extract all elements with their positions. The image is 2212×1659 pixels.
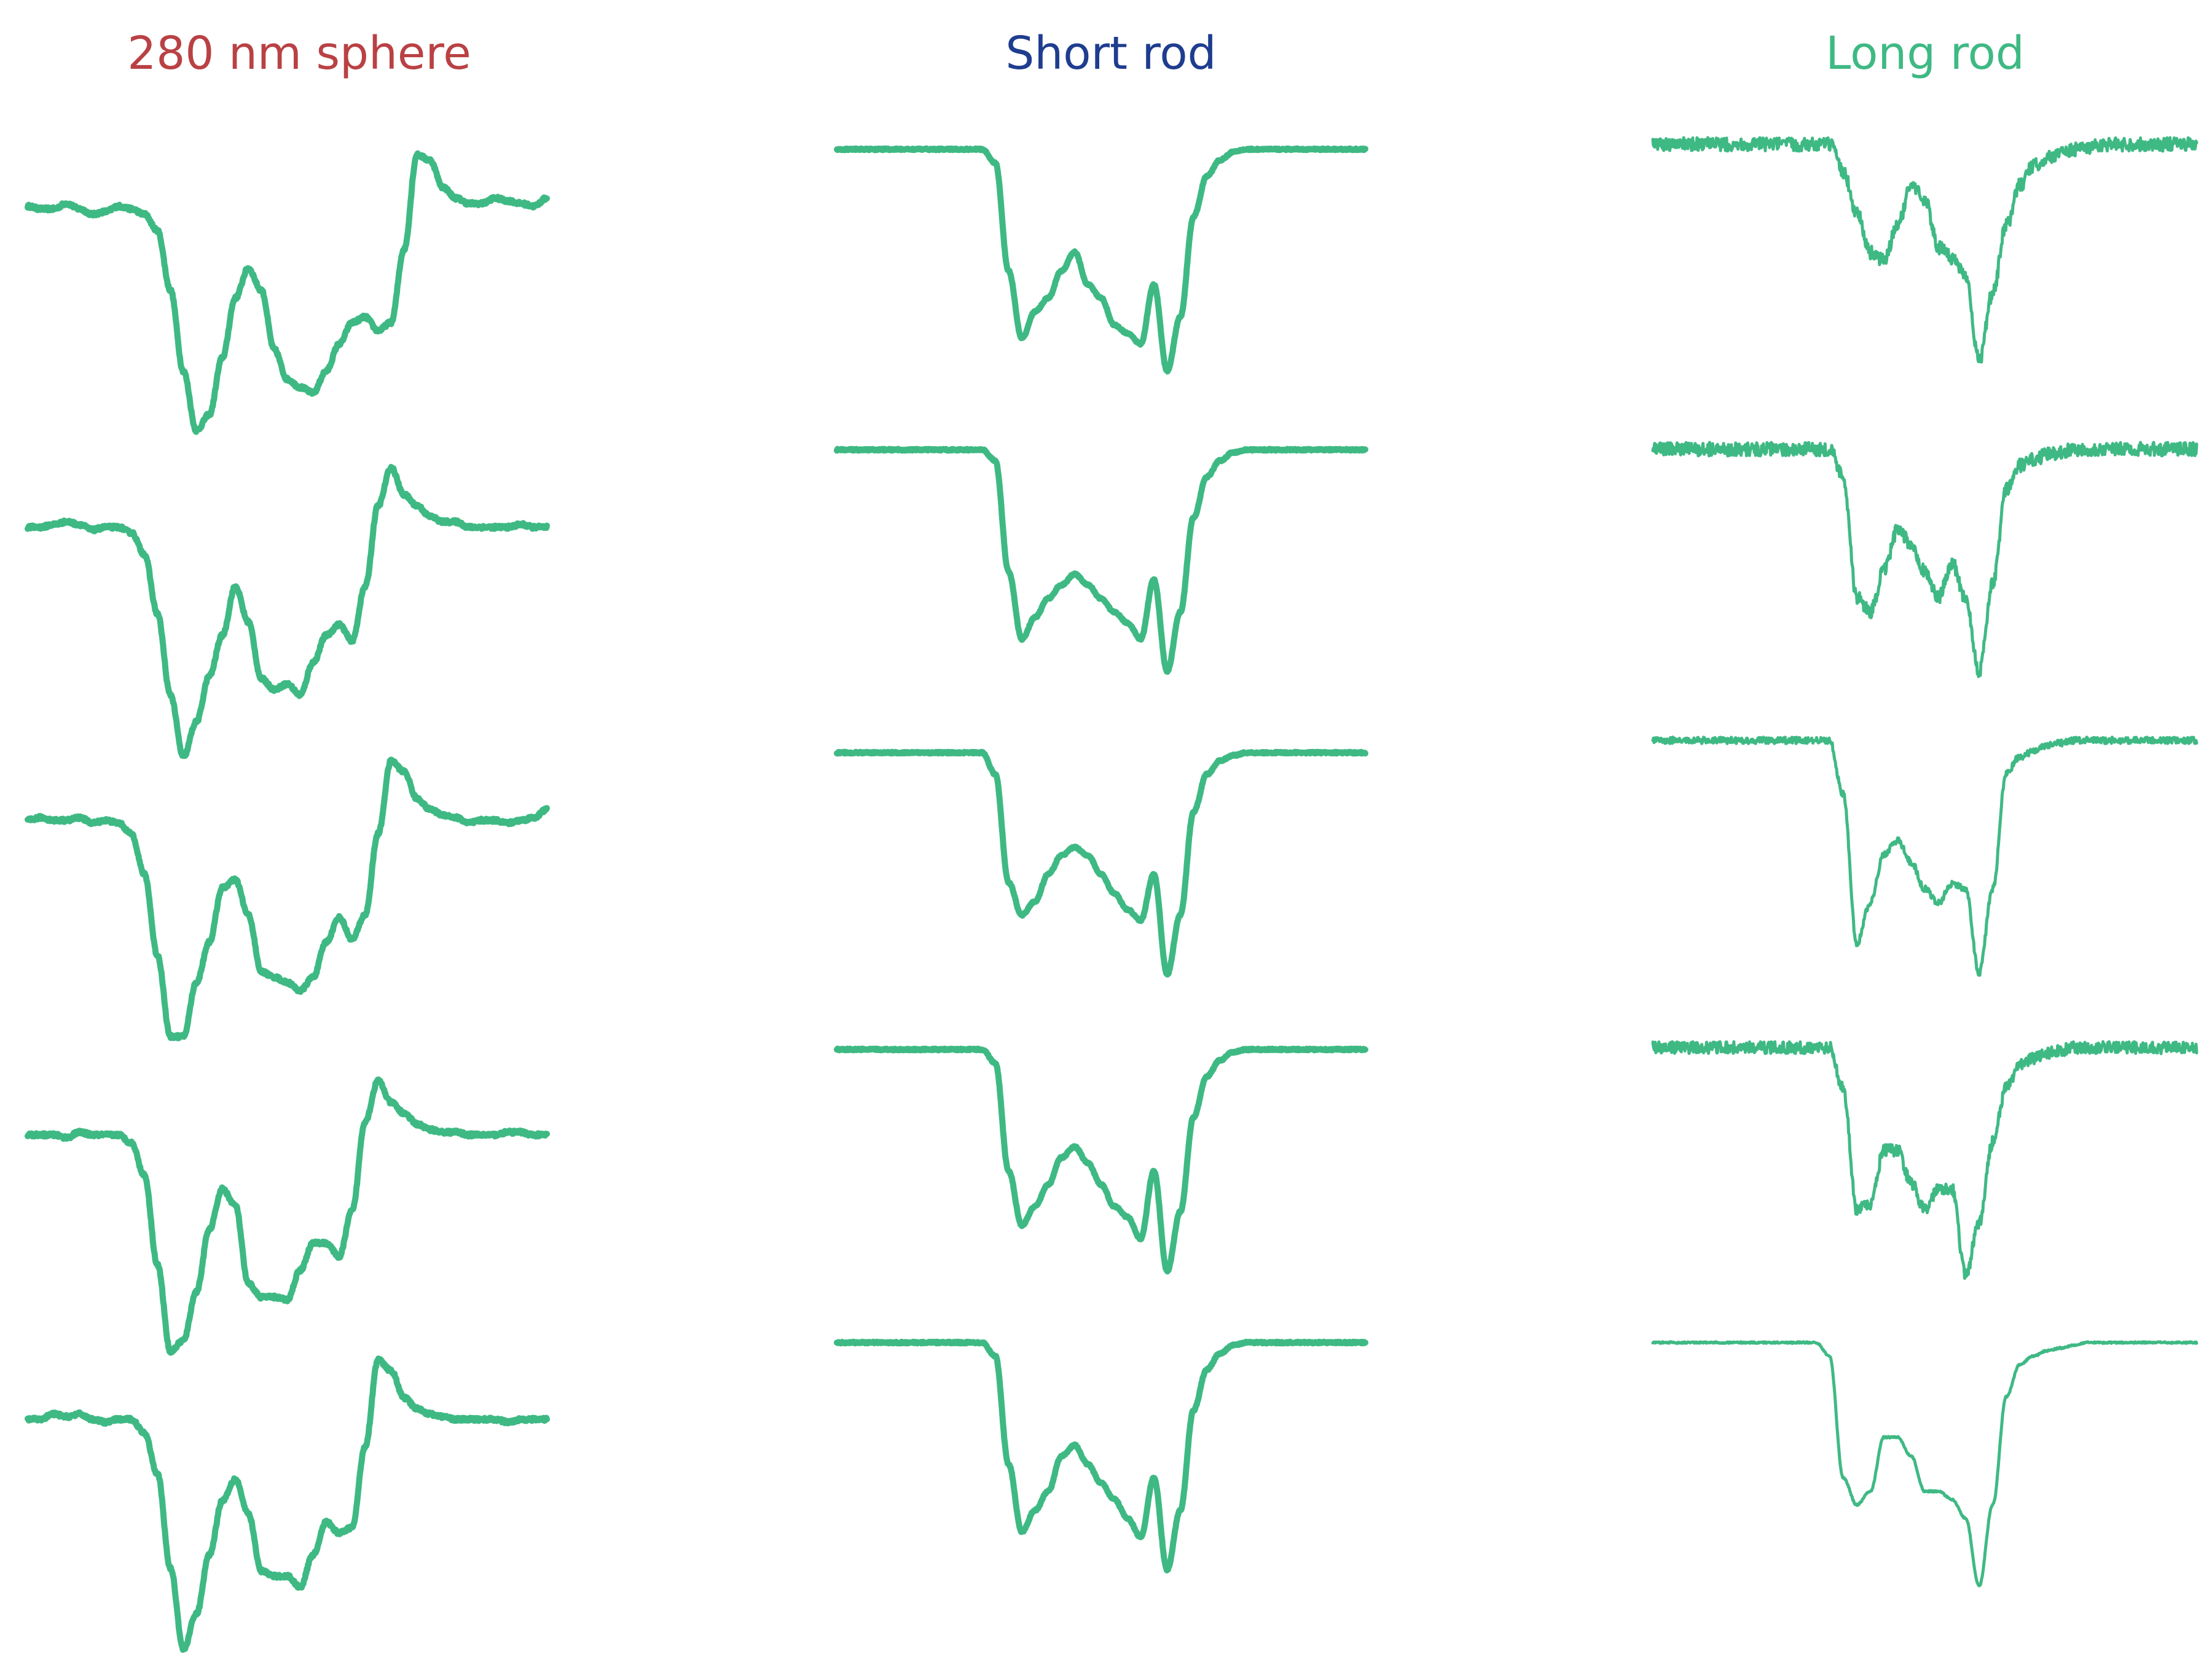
spectrum-trace-3: [1651, 735, 2198, 977]
spectrum-trace-3: [25, 756, 550, 1041]
panel-280nm-sphere: 280 nm sphere: [25, 27, 550, 1653]
panel-title-short-rod: Short rod: [1005, 27, 1216, 80]
panel-short-rod: Short rod: [834, 27, 1368, 1574]
spectrum-trace-5: [25, 1355, 550, 1653]
panel-title-sphere: 280 nm sphere: [127, 27, 471, 80]
spectrum-trace-2: [834, 445, 1368, 675]
spectrum-trace-4: [1651, 1040, 2198, 1280]
spectrum-trace-4: [834, 1045, 1368, 1275]
spectrum-trace-4: [25, 1076, 550, 1356]
spectrum-trace-3: [834, 748, 1368, 978]
spectrum-trace-5: [1651, 1340, 2198, 1588]
spectrum-trace-5: [834, 1338, 1368, 1574]
spectrum-trace-1: [834, 145, 1368, 375]
panel-title-long-rod: Long rod: [1826, 27, 2025, 80]
spectrum-trace-1: [25, 150, 550, 435]
spectrum-trace-2: [25, 464, 550, 759]
spectrum-trace-1: [1651, 136, 2198, 364]
panel-long-rod: Long rod: [1651, 27, 2198, 1588]
spectrum-trace-2: [1651, 441, 2198, 678]
